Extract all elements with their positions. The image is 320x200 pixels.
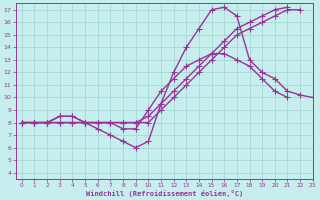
- X-axis label: Windchill (Refroidissement éolien,°C): Windchill (Refroidissement éolien,°C): [85, 190, 243, 197]
